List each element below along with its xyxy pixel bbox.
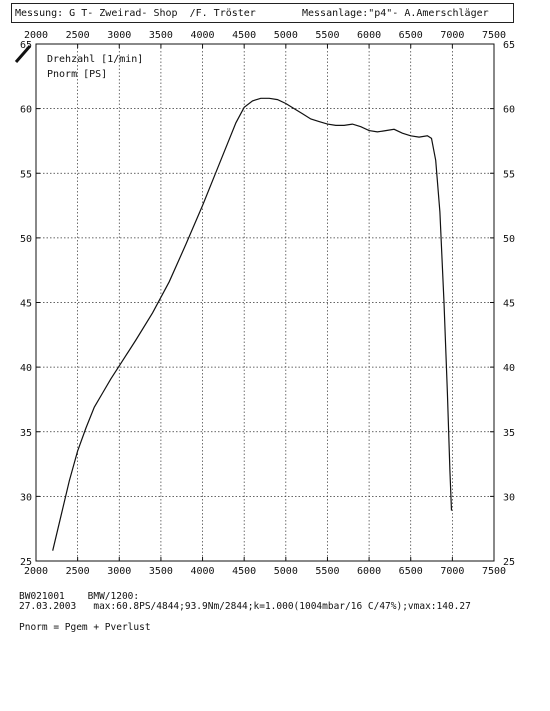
y-tick-label-left: 60: [20, 105, 32, 116]
grid-lines: [35, 43, 495, 562]
measurement-label: Messung: G T- Zweirad- Shop /F. Tröster: [15, 8, 256, 19]
y-tick-label-right: 50: [503, 234, 515, 245]
x-tick-label-bottom: 2500: [66, 566, 90, 577]
y-tick-label-left: 55: [20, 169, 32, 180]
x-tick-label-top: 4000: [190, 30, 214, 41]
x-tick-label-top: 4500: [232, 30, 256, 41]
y-tick-label-left: 40: [20, 363, 32, 374]
x-tick-label-top: 7000: [440, 30, 464, 41]
y-tick-label-left: 45: [20, 299, 32, 310]
y-tick-label-right: 35: [503, 428, 515, 439]
y-tick-label-left: 35: [20, 428, 32, 439]
y-tick-label-right: 65: [503, 40, 515, 51]
y-tick-label-right: 40: [503, 363, 515, 374]
x-tick-label-bottom: 3000: [107, 566, 131, 577]
x-tick-label-bottom: 5000: [274, 566, 298, 577]
x-tick-label-bottom: 6500: [399, 566, 423, 577]
footer-id-line: BW021001 BMW/1200:: [19, 591, 140, 602]
x-tick-label-bottom: 4500: [232, 566, 256, 577]
y-tick-label-left: 65: [20, 40, 32, 51]
x-tick-label-bottom: 7000: [440, 566, 464, 577]
x-tick-label-bottom: 5500: [315, 566, 339, 577]
corner-mark: [14, 45, 32, 63]
x-tick-label-bottom: 3500: [149, 566, 173, 577]
x-tick-label-bottom: 7500: [482, 566, 506, 577]
x-tick-label-top: 2500: [66, 30, 90, 41]
x-tick-label-top: 7500: [482, 30, 506, 41]
x-tick-label-top: 3000: [107, 30, 131, 41]
y-tick-label-right: 45: [503, 299, 515, 310]
y-axis-label: Pnorm [PS]: [47, 69, 107, 80]
footer-max-line: 27.03.2003 max:60.8PS/4844;93.9Nm/2844;k…: [19, 601, 471, 612]
y-tick-label-left: 30: [20, 492, 32, 503]
x-tick-label-bottom: 2000: [24, 566, 48, 577]
y-tick-label-left: 25: [20, 557, 32, 568]
x-tick-label-bottom: 6000: [357, 566, 381, 577]
x-tick-label-top: 5500: [315, 30, 339, 41]
x-tick-label-top: 5000: [274, 30, 298, 41]
x-tick-label-top: 6000: [357, 30, 381, 41]
y-tick-label-left: 50: [20, 234, 32, 245]
x-tick-label-top: 2000: [24, 30, 48, 41]
header-box: Messung: G T- Zweirad- Shop /F. Tröster …: [11, 3, 514, 23]
x-axis-label: Drehzahl [1/min]: [47, 54, 143, 65]
x-tick-label-top: 3500: [149, 30, 173, 41]
y-tick-label-right: 55: [503, 169, 515, 180]
tick-labels: 2000 2000 2500 2500 3000 3000 3500 3500 4000 4000…: [20, 30, 515, 577]
x-tick-label-top: 6500: [399, 30, 423, 41]
test-bench-label: Messanlage:"p4"- A.Amerschläger: [302, 8, 489, 19]
x-tick-label-bottom: 4000: [190, 566, 214, 577]
y-tick-label-right: 60: [503, 105, 515, 116]
power-curve-line: [52, 97, 453, 551]
y-tick-label-right: 30: [503, 492, 515, 503]
y-tick-label-right: 25: [503, 557, 515, 568]
footer-formula-line: Pnorm = Pgem + Pverlust: [19, 622, 151, 633]
